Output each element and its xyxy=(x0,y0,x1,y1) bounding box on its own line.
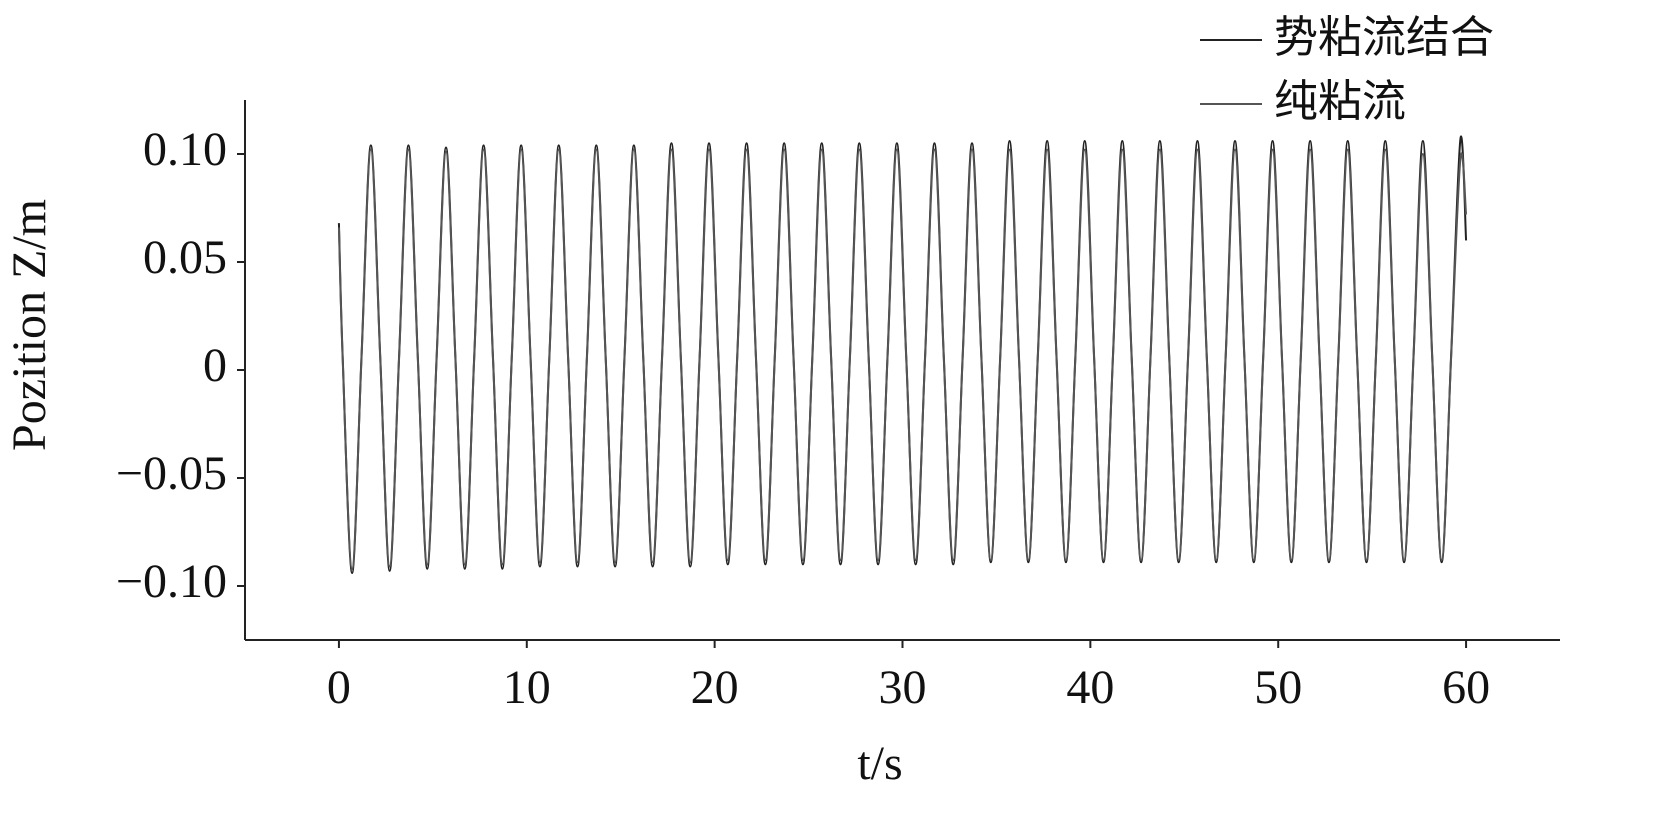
x-tick-label: 0 xyxy=(327,661,351,714)
legend-label: 纯粘流 xyxy=(1274,76,1406,127)
x-tick-label: 30 xyxy=(879,661,927,714)
x-tick-label: 60 xyxy=(1442,661,1490,714)
y-tick-label: −0.10 xyxy=(116,555,227,608)
y-tick-label: −0.05 xyxy=(116,447,227,500)
x-tick-label: 20 xyxy=(691,661,739,714)
series-line xyxy=(337,148,1468,570)
x-axis-label: t/s xyxy=(857,737,902,790)
x-tick-label: 40 xyxy=(1066,661,1114,714)
series-line xyxy=(337,135,1468,575)
y-tick-label: 0.10 xyxy=(143,123,227,176)
y-axis-label: Pozition Z/m xyxy=(3,199,56,451)
y-tick-label: 0 xyxy=(203,339,227,392)
x-tick-label: 10 xyxy=(503,661,551,714)
x-tick-label: 50 xyxy=(1254,661,1302,714)
y-tick-label: 0.05 xyxy=(143,231,227,284)
legend-label: 势粘流结合 xyxy=(1274,12,1494,63)
